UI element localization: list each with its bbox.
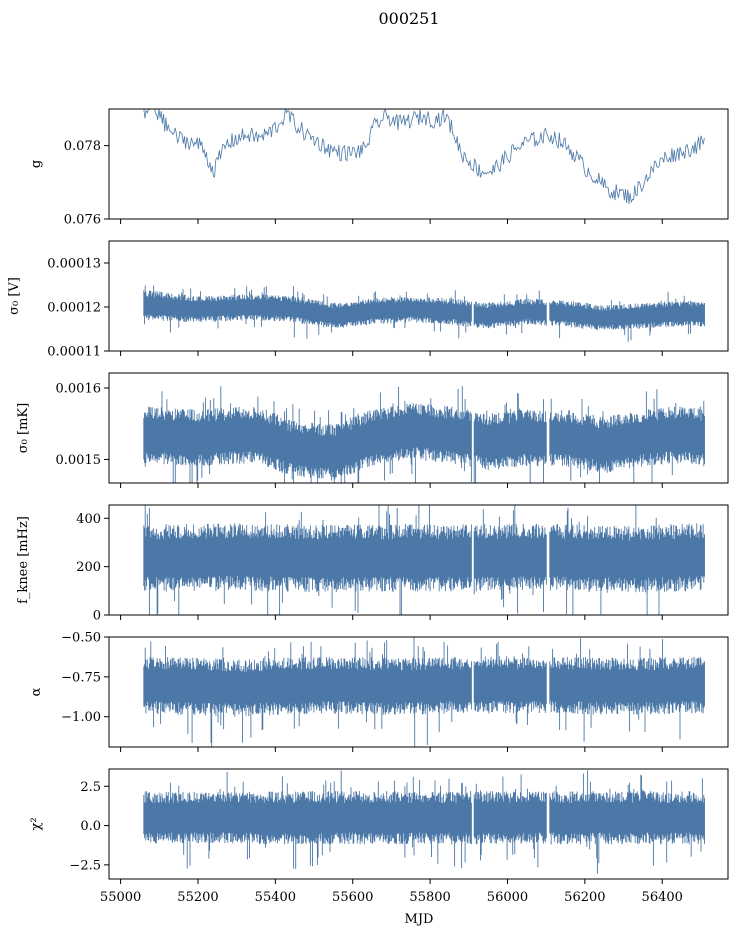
y-tick-label: 0.00012 xyxy=(47,301,101,316)
y-axis-label: α xyxy=(29,687,44,696)
axes-frame xyxy=(108,768,729,880)
panel-5: −0.50 −0.75 −1.00 α xyxy=(29,631,729,752)
x-tick-label: 55800 xyxy=(409,890,450,905)
panel-2: 0.00011 0.00012 0.00013 σ₀ [V] xyxy=(7,240,729,360)
y-tick-label: 0.076 xyxy=(64,213,101,228)
x-tick-label: 56000 xyxy=(487,890,528,905)
plot-area xyxy=(143,386,705,483)
y-axis-label: f_knee [mHz] xyxy=(16,516,31,604)
axes-frame xyxy=(108,108,729,220)
series-band xyxy=(143,770,705,874)
axes-frame xyxy=(108,504,729,616)
plot-area xyxy=(143,637,705,747)
axes-frame xyxy=(108,636,729,748)
y-tick-label: 0.0015 xyxy=(56,453,102,468)
y-tick-label: −2.5 xyxy=(69,858,101,873)
y-tick-label: 200 xyxy=(76,560,101,575)
plot-area xyxy=(143,285,705,342)
y-tick-label: 0.00011 xyxy=(47,345,101,360)
y-tick-label: −0.75 xyxy=(61,670,101,685)
panel-1: 0.076 0.078 g xyxy=(29,108,729,228)
panel-4: 0 200 400 f_knee [mHz] xyxy=(16,504,729,624)
panel-6: 2.5 0.0 −2.5 55000 55200 55400 55600 55800 56000… xyxy=(29,768,729,905)
axes-frame xyxy=(108,240,729,352)
x-tick-label: 55200 xyxy=(177,890,218,905)
x-tick-label: 55600 xyxy=(332,890,373,905)
y-tick-label: 0.078 xyxy=(64,139,101,154)
series-band xyxy=(143,285,705,342)
y-axis-label: σ₀ [mK] xyxy=(16,403,31,453)
series-band xyxy=(143,637,705,747)
y-tick-label: 0.0016 xyxy=(56,382,102,397)
y-tick-label: 400 xyxy=(76,512,101,527)
x-axis-label: MJD xyxy=(405,912,434,927)
x-tick-label: 55400 xyxy=(255,890,296,905)
panel-3: 0.0015 0.0016 σ₀ [mK] xyxy=(16,372,729,488)
y-axis-label: g xyxy=(29,160,44,168)
plot-area xyxy=(143,109,705,204)
plot-area xyxy=(143,505,705,615)
y-axis-label: σ₀ [V] xyxy=(7,277,22,315)
x-tick-label: 56200 xyxy=(564,890,605,905)
series-band xyxy=(143,505,705,615)
series-line xyxy=(143,109,705,204)
figure-title: 000251 xyxy=(378,9,439,28)
x-tick-label: 55000 xyxy=(100,890,141,905)
series-band xyxy=(143,386,705,483)
axes-frame xyxy=(108,372,729,484)
y-tick-label: −0.50 xyxy=(61,631,101,646)
y-tick-label: 0.0 xyxy=(80,819,101,834)
y-tick-label: 0 xyxy=(93,609,101,624)
y-tick-label: 2.5 xyxy=(80,780,101,795)
plot-area xyxy=(143,770,705,874)
y-tick-label: −1.00 xyxy=(61,710,101,725)
y-axis-label: χ² xyxy=(29,817,44,830)
x-tick-label: 56400 xyxy=(642,890,683,905)
y-tick-label: 0.00013 xyxy=(47,257,101,272)
